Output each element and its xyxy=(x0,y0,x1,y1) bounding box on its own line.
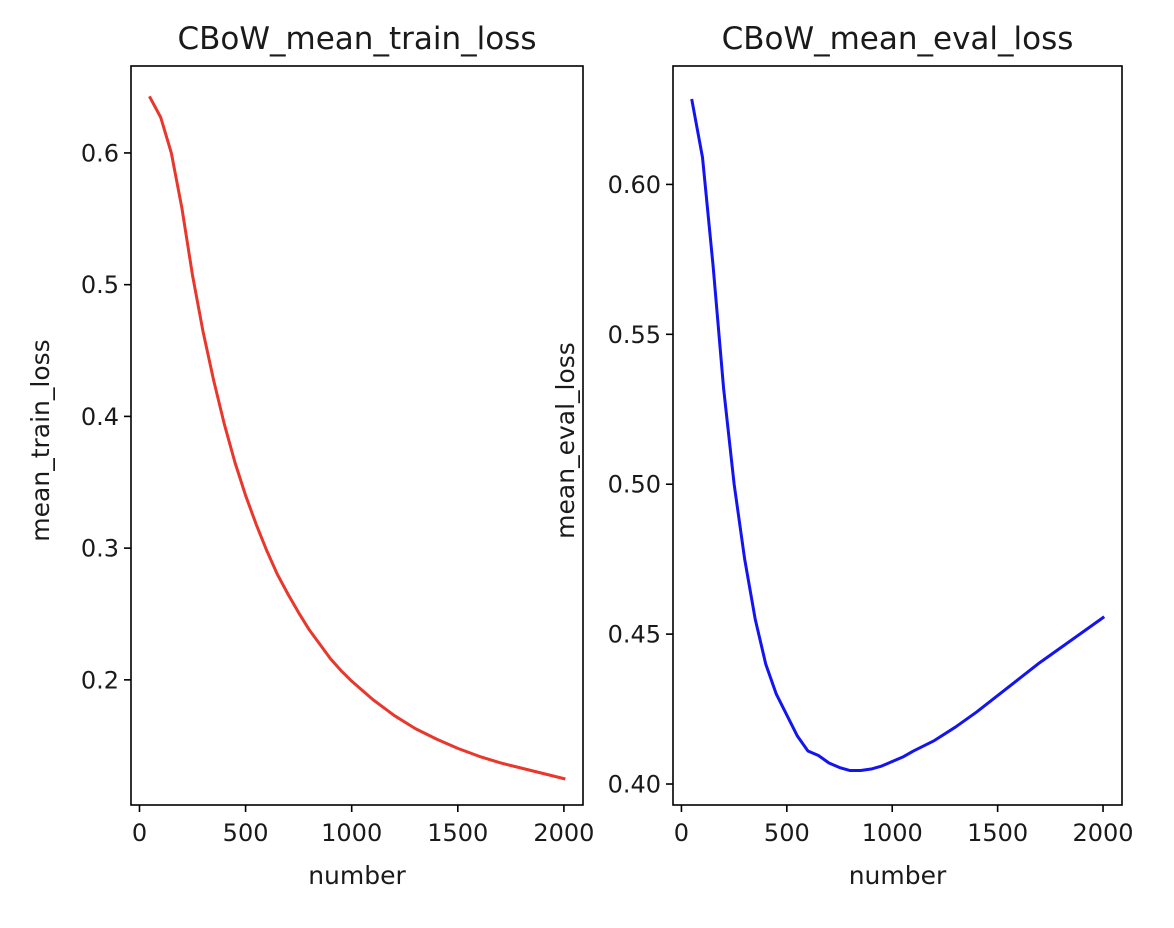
eval-loss-ytick-label: 0.60 xyxy=(608,171,661,199)
eval-loss-ytick-label: 0.45 xyxy=(608,621,661,649)
eval-loss-title: CBoW_mean_eval_loss xyxy=(722,21,1074,57)
eval-loss-xtick-label: 1500 xyxy=(967,819,1028,847)
train-loss-axes-frame xyxy=(130,65,584,806)
train-loss-ytick-label: 0.6 xyxy=(81,139,119,167)
eval-loss-ytick-label: 0.55 xyxy=(608,321,661,349)
train-loss-xtick-label: 1000 xyxy=(321,819,382,847)
eval-loss-xtick-label: 2000 xyxy=(1072,819,1133,847)
train-loss-series-line xyxy=(148,95,566,781)
train-loss-xlabel: number xyxy=(308,861,406,890)
train-loss-ytick-label: 0.4 xyxy=(81,403,119,431)
eval-loss-ytick-label: 0.40 xyxy=(608,771,661,799)
train-loss-ylabel: mean_train_loss xyxy=(26,339,55,541)
eval-loss-chart: 0 500 1000 1500 2000 0.40 0.45 0.50 0.55 0.60 CBoW… xyxy=(551,21,1134,890)
train-loss-title: CBoW_mean_train_loss xyxy=(178,21,537,57)
eval-loss-ytick-label: 0.50 xyxy=(608,471,661,499)
train-loss-chart: 0 500 1000 1500 2000 0.2 0.3 0.4 0.5 0.6 CBoW_mean… xyxy=(26,21,594,890)
eval-loss-ylabel: mean_eval_loss xyxy=(551,342,580,539)
eval-loss-xtick-label: 0 xyxy=(674,819,689,847)
eval-loss-xlabel: number xyxy=(849,861,947,890)
eval-loss-xtick-label: 500 xyxy=(764,819,810,847)
train-loss-ytick-label: 0.2 xyxy=(81,666,119,694)
train-loss-xtick-label: 2000 xyxy=(533,819,594,847)
train-loss-ytick-label: 0.3 xyxy=(81,535,119,563)
train-loss-ytick-label: 0.5 xyxy=(81,271,119,299)
eval-loss-series-line xyxy=(690,98,1106,773)
train-loss-xtick-label: 500 xyxy=(223,819,269,847)
eval-loss-axes-frame xyxy=(672,65,1123,806)
train-loss-xtick-label: 1500 xyxy=(427,819,488,847)
eval-loss-xtick-label: 1000 xyxy=(862,819,923,847)
train-loss-xtick-label: 0 xyxy=(132,819,147,847)
